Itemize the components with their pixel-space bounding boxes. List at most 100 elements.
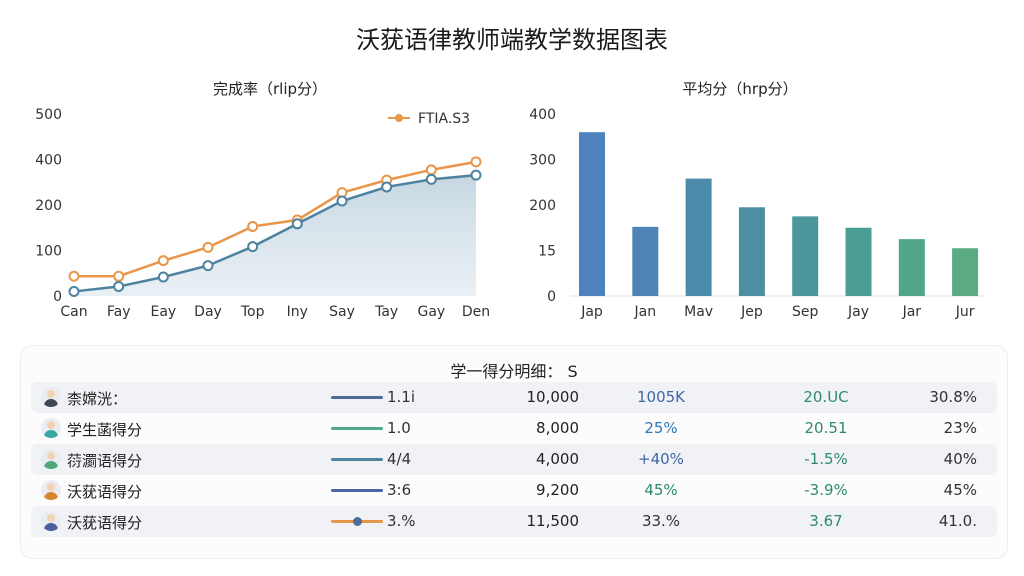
col-4-value: 3.67 xyxy=(809,512,843,530)
col-3-value: 33.% xyxy=(641,512,681,530)
data-point xyxy=(247,220,259,232)
data-point xyxy=(202,260,214,272)
line-legend: FTIA.S3 xyxy=(388,111,470,127)
col-1-value: 3.% xyxy=(387,512,416,530)
col-1-value: 4/4 xyxy=(387,450,412,468)
x-tick-label: Jay xyxy=(847,304,869,320)
col-1-value: 1.1i xyxy=(387,388,416,406)
series-line-0 xyxy=(74,160,477,278)
page-title: 沃莸语律教师端教学数据图表 xyxy=(356,26,668,54)
bar xyxy=(632,226,659,296)
table-body: 柰嫦洸： 1.1i 10,000 1005K 20.UC 30.8% 学生菡得分 1.0 8,0… xyxy=(31,382,997,537)
avatar xyxy=(41,387,61,407)
student-name: 学生菡得分 xyxy=(67,421,143,439)
avatar xyxy=(41,511,61,531)
bar xyxy=(579,132,605,296)
bar-chart-title: 平均分（hrp分） xyxy=(682,80,797,98)
col-3-value: 45% xyxy=(644,481,678,499)
score-detail-table: 学一得分明细： S 柰嫦洸： 1.1i 10,000 1005K 20.UC 30.8% 学… xyxy=(20,345,1008,559)
data-point xyxy=(68,285,80,297)
legend-label: FTIA.S3 xyxy=(418,111,470,127)
y-tick-label: 400 xyxy=(35,153,62,169)
y-tick-label: 0 xyxy=(53,289,62,305)
col-2-value: 8,000 xyxy=(536,419,579,437)
bar xyxy=(685,178,712,296)
col-5-value: 23% xyxy=(943,419,977,437)
x-tick-label: Sep xyxy=(792,304,819,320)
col-5-value: 30.8% xyxy=(929,388,977,406)
data-point xyxy=(291,218,303,230)
table-row: 葕瀱语得分 4/4 4,000 +40% -1.5% 40% xyxy=(31,444,997,475)
data-point xyxy=(113,281,125,292)
y-tick-label: 300 xyxy=(529,153,556,169)
col-1-value: 1.0 xyxy=(387,419,411,437)
bar xyxy=(898,239,925,296)
x-tick-label: Eay xyxy=(150,304,176,320)
trend-swatch xyxy=(331,427,383,430)
col-5-value: 41.0. xyxy=(938,512,977,530)
col-3-value: 25% xyxy=(644,419,678,437)
student-name: 葕瀱语得分 xyxy=(67,452,143,470)
data-point xyxy=(113,270,125,282)
data-point xyxy=(157,271,169,283)
x-tick-label: Iny xyxy=(287,304,308,320)
legend-marker xyxy=(395,114,403,122)
x-tick-label: Jep xyxy=(740,304,763,320)
student-name: 沃莸语得分 xyxy=(67,514,143,532)
col-2-value: 4,000 xyxy=(536,450,579,468)
col-4-value: -1.5% xyxy=(804,450,848,468)
student-name: 柰嫦洸： xyxy=(67,390,128,408)
trend-swatch xyxy=(331,489,383,492)
x-tick-label: Fay xyxy=(107,304,131,320)
x-tick-label: Jap xyxy=(580,304,603,320)
col-4-value: 20.51 xyxy=(804,419,848,437)
data-point xyxy=(381,181,393,193)
col-4-value: -3.9% xyxy=(804,481,848,499)
col-5-value: 45% xyxy=(943,481,977,499)
x-tick-label: Jar xyxy=(902,304,922,320)
x-tick-label: Can xyxy=(60,304,87,320)
y-tick-label: 15 xyxy=(538,244,556,260)
y-tick-label: 200 xyxy=(35,198,62,214)
table-row: 沃莸语得分 3.% 11,500 33.% 3.67 41.0. xyxy=(31,506,997,537)
avatar xyxy=(41,418,61,438)
col-3-value: 1005K xyxy=(636,388,685,406)
col-2-value: 11,500 xyxy=(526,512,580,530)
y-tick-label: 0 xyxy=(547,289,556,305)
col-5-value: 40% xyxy=(943,450,977,468)
col-2-value: 9,200 xyxy=(536,481,579,499)
col-3-value: +40% xyxy=(638,450,684,468)
y-tick-label: 100 xyxy=(35,244,62,260)
data-point xyxy=(336,195,348,207)
table-row: 沃莸语得分 3:6 9,200 45% -3.9% 45% xyxy=(31,475,997,506)
x-tick-label: Den xyxy=(462,304,490,320)
y-tick-label: 500 xyxy=(35,107,62,123)
x-tick-label: Jan xyxy=(634,304,657,320)
data-point xyxy=(425,164,437,176)
average-bar-chart: 平均分（hrp分） 0 15 200 300 400 Jap Jan Mav Jep Sep Ja… xyxy=(529,80,985,320)
x-tick-label: Tay xyxy=(374,304,398,320)
line-chart-title: 完成率（rlip分） xyxy=(213,80,327,98)
data-point xyxy=(202,241,214,253)
avatar xyxy=(41,449,61,469)
data-point xyxy=(470,169,482,181)
x-tick-label: Jur xyxy=(955,304,975,320)
trend-swatch xyxy=(331,458,383,461)
series-line-1 xyxy=(73,173,477,293)
completion-line-chart: 完成率（rlip分） 0 100 200 400 500 Can Fay Eay Day Top… xyxy=(35,80,490,320)
x-tick-label: Gay xyxy=(417,304,445,320)
student-name: 沃莸语得分 xyxy=(67,483,143,501)
table-row: 学生菡得分 1.0 8,000 25% 20.51 23% xyxy=(31,413,997,444)
data-point xyxy=(157,255,169,267)
data-point xyxy=(247,241,259,253)
avatar xyxy=(41,480,61,500)
bar xyxy=(845,227,872,296)
col-2-value: 10,000 xyxy=(526,388,580,406)
x-tick-label: Top xyxy=(240,304,265,320)
table-row: 柰嫦洸： 1.1i 10,000 1005K 20.UC 30.8% xyxy=(31,382,997,413)
y-tick-label: 400 xyxy=(529,107,556,123)
data-point xyxy=(68,270,80,282)
trend-swatch xyxy=(331,396,383,399)
bar xyxy=(792,216,819,296)
data-point xyxy=(425,173,437,185)
